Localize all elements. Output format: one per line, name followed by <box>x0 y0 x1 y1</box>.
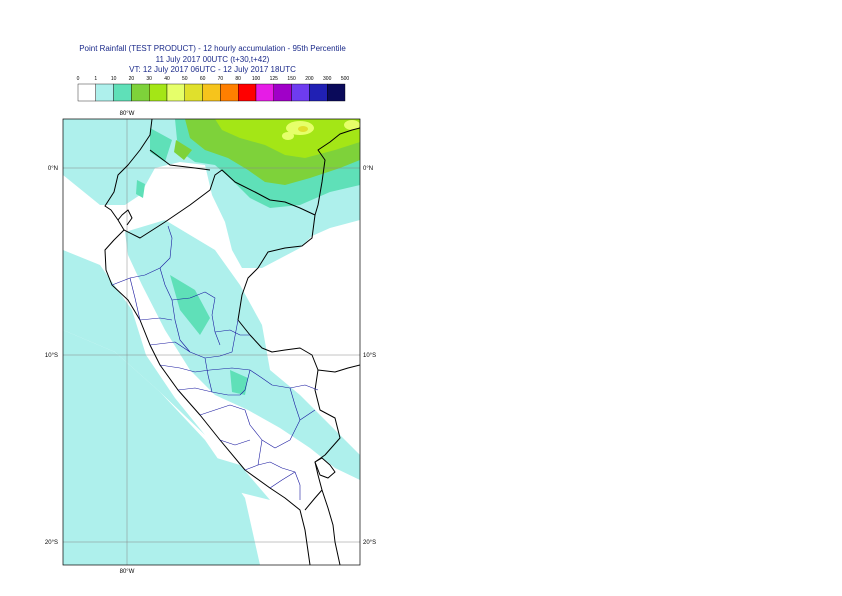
map-frame <box>62 118 361 566</box>
run-time: 11 July 2017 00UTC (t+30,t+42) <box>155 55 270 64</box>
colour-legend: 0 1 10 20 30 40 50 60 70 80 100 125 150 200 300 500 <box>77 76 350 102</box>
lon-label-top: 80°W <box>120 111 135 117</box>
legend-tick-label: 150 <box>287 76 296 82</box>
validity-time: VT: 12 July 2017 06UTC - 12 July 2017 18… <box>129 65 296 74</box>
legend-tick-label: 60 <box>200 76 206 82</box>
lat-label-left-0: 0°N <box>48 166 58 172</box>
lon-label-bottom: 80°W <box>120 569 135 575</box>
rain-50-60 <box>298 126 308 132</box>
lat-label-right-0: 0°N <box>363 166 373 172</box>
legend-tick-label: 30 <box>146 76 152 82</box>
legend-tick-label: 80 <box>235 76 241 82</box>
lat-label-left-10: 10°S <box>45 353 58 359</box>
legend-tick-label: 100 <box>252 76 261 82</box>
legend-tick-label: 500 <box>341 76 350 82</box>
legend-swatch-14 <box>327 83 346 102</box>
graticule <box>63 119 360 565</box>
legend-tick-label: 0 <box>77 76 80 82</box>
lat-label-right-20: 20°S <box>363 540 376 546</box>
legend-tick-label: 50 <box>182 76 188 82</box>
legend-tick-label: 125 <box>270 76 279 82</box>
lat-label-right-10: 10°S <box>363 353 376 359</box>
legend-tick-label: 1 <box>94 76 97 82</box>
regional-boundaries <box>111 225 319 500</box>
legend-tick-label: 40 <box>164 76 170 82</box>
legend-tick-label: 300 <box>323 76 332 82</box>
legend-tick-label: 10 <box>111 76 117 82</box>
legend-tick-label: 70 <box>218 76 224 82</box>
legend-tick-label: 200 <box>305 76 314 82</box>
lat-label-left-20: 20°S <box>45 540 58 546</box>
legend-tick-label: 20 <box>129 76 135 82</box>
chart-title: Point Rainfall (TEST PRODUCT) - 12 hourl… <box>79 44 346 53</box>
